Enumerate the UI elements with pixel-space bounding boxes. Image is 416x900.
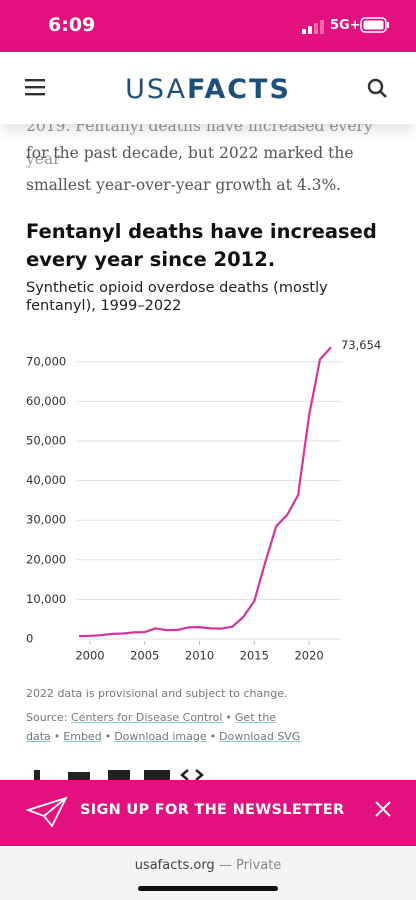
logo-part: USA [125,74,187,105]
close-button[interactable] [374,800,392,818]
data-line [78,346,332,638]
y-tick-label: 30,000 [26,513,66,527]
url-mode: — Private [218,858,282,873]
status-bar: 6:09 5G+ [0,0,416,52]
url-host: usafacts.org [134,858,215,873]
separator: • [209,730,217,743]
source: Source: Centers for Disease Control • Get … [26,708,396,746]
note: 2022 data is provisional and subject to … [26,687,288,700]
share-icons [34,769,204,782]
logo-part: FACTS [186,74,291,105]
y-tick-label: 40,000 [26,473,66,487]
source-link[interactable]: Embed [63,730,102,743]
x-tick-label: 2020 [294,649,323,663]
source-link[interactable]: Centers for Disease Control [71,711,223,724]
value-label: 73,654 [341,338,381,352]
chart: 0 10,000 20,000 30,000 40,000 50,000 60,000 70,… [26,338,381,663]
article-text: smallest year-over-year growth at 4.3%. [26,176,342,194]
chart-notes: 2022 data is provisional and subject to … [26,684,396,746]
search-button[interactable] [367,78,389,100]
network: 5G+ [330,18,361,33]
x-tick-label: 2000 [75,649,104,663]
y-tick-label: 50,000 [26,434,66,448]
article-text: for the past decade, but 2022 marked the [26,144,354,162]
x-tick-label: 2010 [185,649,214,663]
clock: 6:09 [48,14,96,36]
chart-title: Fentanyl deaths have increased every yea… [26,220,377,271]
x-tick-label: 2015 [240,649,269,663]
url[interactable]: usafacts.org — Private [0,858,416,873]
home-indicator [138,886,278,891]
newsletter-bar[interactable]: SIGN UP FOR THE NEWSLETTER [0,780,416,846]
chart-subtitle: Synthetic opioid overdose deaths (mostly… [26,280,328,314]
source-link[interactable]: Get the data [26,711,277,743]
source-label: Source: [26,711,68,724]
battery-icon [360,17,389,33]
y-tick-label: 0 [26,632,33,646]
newsletter-text: SIGN UP FOR THE NEWSLETTER [80,802,345,818]
separator: • [53,730,61,743]
send-icon [26,796,68,828]
y-tick-label: 70,000 [26,354,66,368]
browser-bar: usafacts.org — Private [0,846,416,900]
y-tick-label: 10,000 [26,592,66,606]
source-links: Centers for Disease Control • Get the data… [26,711,300,743]
logo[interactable]: USAFACTS [0,74,416,105]
y-tick-label: 20,000 [26,552,66,566]
menu-button[interactable] [25,79,47,97]
x-tick-label: 2005 [130,649,159,663]
y-tick-label: 60,000 [26,394,66,408]
separator: • [225,711,232,724]
signal-icon [302,20,324,34]
source-link[interactable]: Download image [114,730,207,743]
separator: • [104,730,112,743]
source-link[interactable]: Download SVG [219,730,301,743]
site-header: USAFACTS [0,52,416,124]
